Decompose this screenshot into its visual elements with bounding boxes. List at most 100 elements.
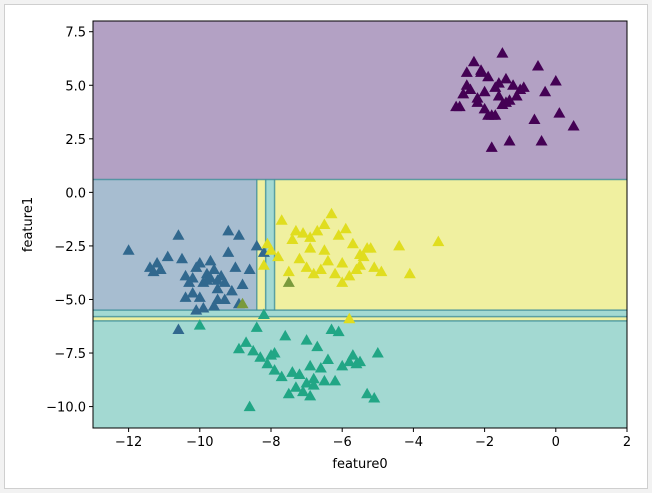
data-points [122, 47, 580, 412]
point-class-0 [507, 79, 520, 90]
point-class-3 [364, 242, 377, 253]
y-tick-label: 5.0 [65, 79, 86, 94]
point-class-0 [492, 89, 505, 101]
region-class-1 [93, 179, 257, 311]
point-class-0 [485, 141, 498, 152]
point-class-3 [282, 276, 295, 287]
x-tick-label: −10 [186, 435, 213, 450]
point-class-2 [318, 374, 331, 386]
point-class-3 [393, 239, 406, 251]
y-axis-label: feature1 [21, 197, 36, 252]
point-class-3 [336, 257, 349, 268]
point-class-0 [457, 87, 470, 99]
point-class-1 [147, 265, 160, 277]
y-tick-label: 2.5 [65, 133, 86, 148]
point-class-3 [336, 276, 349, 287]
point-class-3 [329, 267, 342, 279]
point-class-2 [254, 351, 267, 362]
point-class-0 [535, 134, 548, 146]
point-class-1 [122, 244, 135, 255]
point-class-2 [304, 389, 317, 401]
decision-regions [93, 21, 627, 428]
y-tick-label: 0.0 [65, 186, 86, 201]
point-class-0 [532, 59, 544, 71]
point-class-1 [225, 284, 238, 296]
point-class-0 [475, 66, 488, 77]
point-class-0 [567, 119, 580, 131]
point-class-2 [240, 336, 253, 347]
point-class-2 [325, 323, 338, 334]
point-class-2 [247, 344, 260, 356]
point-class-3 [289, 224, 302, 236]
point-class-3 [275, 214, 288, 225]
point-class-3 [318, 244, 331, 255]
point-class-2 [329, 374, 342, 386]
point-class-0 [496, 98, 509, 110]
point-class-2 [300, 377, 313, 388]
point-class-2 [304, 359, 317, 371]
x-tick-label: 2 [623, 435, 631, 450]
y-tick-label: −7.5 [54, 347, 86, 362]
point-class-1 [232, 229, 245, 240]
point-class-0 [482, 70, 495, 82]
point-class-1 [208, 299, 221, 311]
point-class-1 [236, 278, 249, 289]
point-class-1 [218, 293, 231, 304]
point-class-2 [350, 357, 363, 369]
point-class-3 [354, 259, 366, 270]
point-class-0 [499, 72, 512, 84]
point-class-1 [197, 302, 210, 313]
point-class-3 [307, 267, 320, 279]
y-axis-ticks: 7.5 5.0 2.5 0.0 −2.5 −5.0 −7.5 −10.0 [46, 26, 93, 416]
point-class-1 [186, 272, 199, 283]
point-class-1 [250, 239, 263, 251]
point-class-1 [193, 291, 206, 302]
point-class-3 [343, 312, 356, 324]
point-class-2 [368, 392, 381, 403]
point-class-3 [332, 229, 345, 240]
point-class-2 [275, 370, 288, 382]
x-tick-label: −6 [333, 435, 352, 450]
point-class-2 [307, 372, 320, 384]
point-class-2 [336, 359, 349, 371]
point-class-3 [346, 237, 359, 249]
point-class-3 [357, 250, 370, 262]
x-axis-label: feature0 [332, 457, 387, 472]
point-class-1 [211, 274, 224, 285]
point-class-2 [193, 319, 206, 330]
point-class-1 [193, 257, 206, 268]
point-class-3 [311, 224, 324, 236]
point-class-1 [204, 272, 217, 283]
point-class-3 [282, 265, 295, 277]
y-tick-label: 7.5 [65, 26, 86, 41]
point-class-0 [503, 134, 516, 146]
point-class-1 [208, 263, 221, 274]
point-class-2 [361, 387, 374, 399]
x-tick-label: −12 [115, 435, 142, 450]
point-class-2 [243, 400, 256, 412]
point-class-0 [467, 55, 480, 67]
point-class-1 [179, 291, 192, 302]
point-class-2 [307, 379, 320, 390]
region-class-3 [274, 179, 627, 311]
x-tick-label: −2 [475, 435, 494, 450]
point-class-3 [314, 263, 327, 274]
point-class-3 [432, 235, 445, 247]
point-class-0 [471, 96, 484, 107]
x-tick-label: −4 [404, 435, 423, 450]
point-class-2 [265, 349, 277, 360]
point-class-1 [172, 229, 185, 240]
point-class-2 [289, 381, 302, 392]
point-class-2 [250, 321, 263, 332]
point-class-2 [282, 387, 295, 399]
point-class-0 [450, 100, 463, 112]
point-class-0 [460, 66, 473, 77]
point-class-3 [272, 250, 285, 262]
point-class-0 [553, 107, 566, 118]
point-class-3 [339, 222, 352, 234]
point-class-0 [496, 47, 509, 58]
point-class-2 [268, 364, 281, 375]
y-tick-label: −5.0 [54, 293, 86, 308]
x-axis-ticks: −12 −10 −8 −6 −4 −2 0 2 [115, 428, 631, 450]
